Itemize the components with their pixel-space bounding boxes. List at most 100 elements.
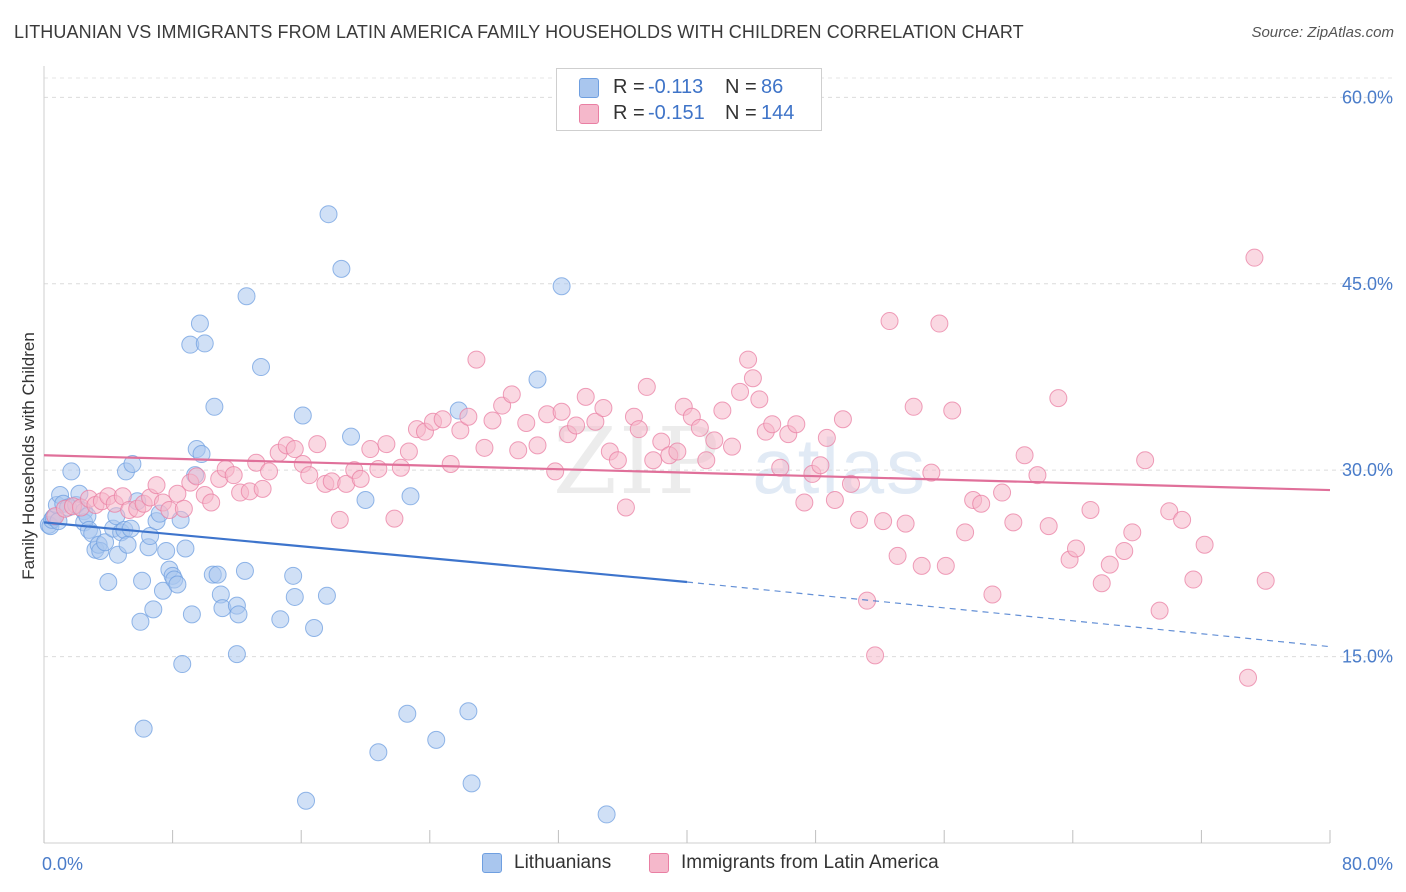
latin-america-point xyxy=(608,451,627,470)
latin-america-point xyxy=(253,479,272,498)
latin-america-point xyxy=(697,451,716,470)
latin-america-point xyxy=(817,428,836,447)
latin-america-point xyxy=(690,418,709,437)
lithuanians-point xyxy=(121,519,140,538)
latin-america-point xyxy=(1256,571,1275,590)
latin-america-point xyxy=(1092,574,1111,593)
latin-america-point xyxy=(731,382,750,401)
lithuanians-point xyxy=(459,702,478,721)
latin-america-point xyxy=(1239,668,1258,687)
latin-america-point xyxy=(586,412,605,431)
axis-labels: 15.0% 30.0% 45.0% 60.0% 0.0% 80.0% Family Hous… xyxy=(19,87,1393,874)
lithuanians-point xyxy=(427,730,446,749)
latin-america-point xyxy=(750,390,769,409)
n-label: N = xyxy=(725,76,757,98)
latin-america-point xyxy=(652,432,671,451)
latin-america-point xyxy=(1067,539,1086,558)
latin-america-point xyxy=(576,387,595,406)
x-tick-label-min: 0.0% xyxy=(42,854,83,874)
latin-america-point xyxy=(502,385,521,404)
lithuanians-point xyxy=(305,619,324,638)
latin-america-point xyxy=(1004,513,1023,532)
latin-america-point xyxy=(1100,555,1119,574)
axes xyxy=(43,66,1331,844)
legend-label: Lithuanians xyxy=(514,852,612,873)
latin-america-point xyxy=(888,546,907,565)
y-tick-label: 60.0% xyxy=(1342,87,1393,107)
lithuanians-point xyxy=(133,571,152,590)
y-tick-label: 30.0% xyxy=(1342,460,1393,480)
series-latin-america-points xyxy=(46,248,1275,687)
latin-america-point xyxy=(391,458,410,477)
latin-america-point xyxy=(1136,451,1155,470)
latin-america-point xyxy=(795,493,814,512)
lithuanians-point xyxy=(293,406,312,425)
lithuanians-point xyxy=(134,719,153,738)
latin-america-trend-line xyxy=(43,454,1331,492)
lithuanians-point xyxy=(401,487,420,506)
latin-america-point xyxy=(377,435,396,454)
latin-america-point xyxy=(616,498,635,517)
latin-america-point xyxy=(811,456,830,475)
latin-america-point xyxy=(1150,601,1169,620)
latin-america-legend-swatch xyxy=(649,853,669,873)
latin-america-point xyxy=(833,410,852,429)
latin-america-point xyxy=(509,441,528,460)
latin-america-point xyxy=(300,466,319,485)
latin-america-point xyxy=(904,397,923,416)
stats-legend: R = -0.113 N = 86 R = -0.151 N = 144 xyxy=(556,68,822,131)
lithuanians-point xyxy=(96,533,115,552)
latin-america-point xyxy=(361,440,380,459)
latin-america-point xyxy=(943,401,962,420)
latin-america-point xyxy=(866,646,885,665)
lithuanians-point xyxy=(271,610,290,629)
latin-america-point xyxy=(351,469,370,488)
latin-america-point xyxy=(1245,248,1264,267)
latin-america-point xyxy=(922,463,941,482)
lithuanians-point xyxy=(398,704,417,723)
latin-america-point xyxy=(841,474,860,493)
lithuanians-point xyxy=(168,575,187,594)
lithuanians-point xyxy=(317,586,336,605)
lithuanians-point xyxy=(297,791,316,810)
lithuanians-point xyxy=(208,565,227,584)
latin-america-point xyxy=(993,483,1012,502)
lithuanians-point xyxy=(182,605,201,624)
latin-america-point xyxy=(517,413,536,432)
lithuanians-legend-swatch xyxy=(482,853,502,873)
latin-america-swatch xyxy=(579,104,599,124)
latin-america-point xyxy=(629,420,648,439)
latin-america-point xyxy=(594,399,613,418)
n-value: 86 xyxy=(761,76,784,98)
lithuanians-point xyxy=(227,645,246,664)
lithuanians-trend-extension xyxy=(686,581,1331,648)
latin-america-point xyxy=(637,377,656,396)
latin-america-point xyxy=(285,440,304,459)
latin-america-point xyxy=(528,436,547,455)
latin-america-point xyxy=(1015,446,1034,465)
latin-america-point xyxy=(451,421,470,440)
lithuanians-point xyxy=(131,612,150,631)
latin-america-point xyxy=(187,467,206,486)
latin-america-point xyxy=(1173,510,1192,529)
lithuanians-point xyxy=(462,774,481,793)
lithuanians-point xyxy=(332,259,351,278)
latin-america-point xyxy=(330,510,349,529)
lithuanians-point xyxy=(190,314,209,333)
latin-america-point xyxy=(668,442,687,461)
lithuanians-swatch xyxy=(579,78,599,98)
lithuanians-trend-line xyxy=(43,521,688,584)
latin-america-point xyxy=(433,410,452,429)
latin-america-point xyxy=(763,415,782,434)
n-label: N = xyxy=(725,102,757,124)
latin-america-point xyxy=(1028,466,1047,485)
lithuanians-point xyxy=(597,805,616,824)
latin-america-point xyxy=(956,523,975,542)
r-value: -0.151 xyxy=(648,102,705,124)
latin-america-point xyxy=(1123,523,1142,542)
lithuanians-point xyxy=(123,454,142,473)
lithuanians-point xyxy=(205,397,224,416)
latin-america-point xyxy=(880,312,899,331)
chart-title: LITHUANIAN VS IMMIGRANTS FROM LATIN AMER… xyxy=(14,22,1024,42)
